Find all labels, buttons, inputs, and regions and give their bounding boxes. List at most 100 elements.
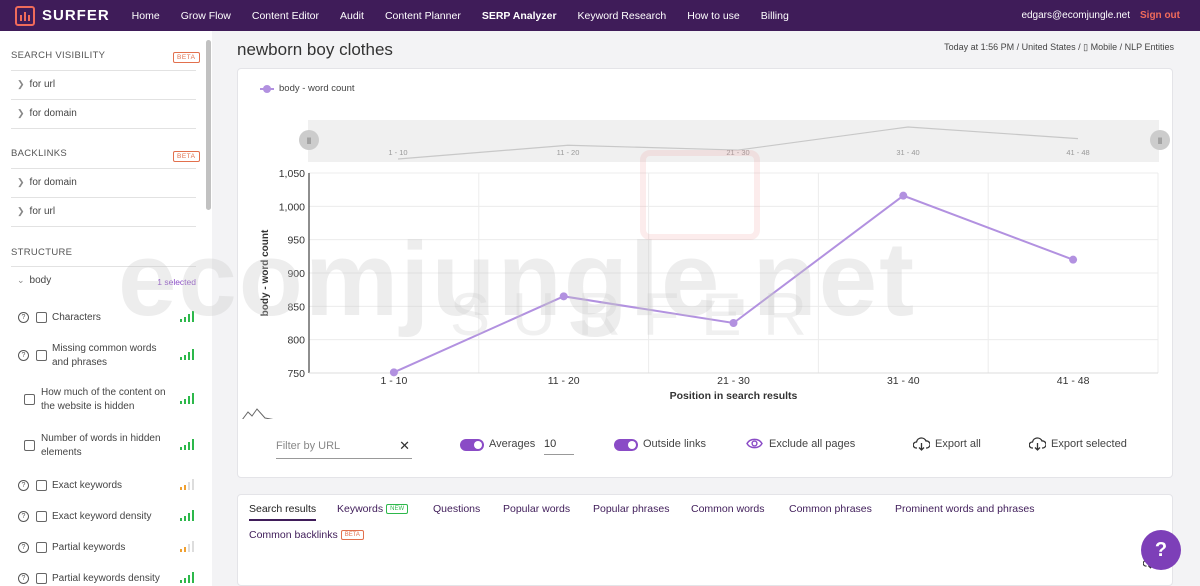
nav-item-serp-analyzer[interactable]: SERP Analyzer bbox=[481, 9, 557, 22]
filter-url-input[interactable]: Filter by URL ✕ bbox=[276, 437, 412, 459]
metric-checkbox[interactable] bbox=[36, 312, 47, 323]
sidebar-item-visibility-url[interactable]: ❯ for url bbox=[11, 71, 196, 100]
metric-label: How much of the content on the website i… bbox=[41, 387, 166, 412]
export-all-button[interactable]: Export all bbox=[935, 438, 981, 450]
series-line bbox=[393, 194, 1074, 374]
navigator-handle-grip: ll bbox=[307, 136, 311, 146]
eye-icon[interactable] bbox=[746, 437, 763, 455]
metric-label: Partial keywords density bbox=[52, 573, 160, 584]
metric-label: Missing common words and phrases bbox=[52, 343, 157, 368]
averages-label: Averages bbox=[489, 438, 536, 450]
cloud-download-icon bbox=[912, 437, 931, 456]
chevron-down-icon: ⌄ bbox=[17, 275, 25, 285]
nav-item-audit[interactable]: Audit bbox=[340, 9, 364, 22]
help-chat-button[interactable]: ? bbox=[1141, 530, 1181, 570]
signal-strength-icon bbox=[180, 541, 196, 552]
nav-item-how-to-use[interactable]: How to use bbox=[687, 9, 740, 22]
metric-checkbox[interactable] bbox=[36, 350, 47, 361]
structure-group-body[interactable]: ⌄ body 1 selected bbox=[11, 267, 196, 296]
results-tabs-card: Search results Keywords NEW Questions Popula… bbox=[237, 494, 1173, 586]
y-tick-label: 850 bbox=[287, 301, 305, 313]
line-chart: 1 - 10 11 - 20 21 - 30 31 - 40 41 - 48 ll ll 1,… bbox=[242, 120, 1170, 419]
metric-checkbox[interactable] bbox=[24, 394, 35, 405]
chart-legend[interactable]: body - word count bbox=[260, 83, 355, 94]
sidebar: SEARCH VISIBILITY BETA ❯ for url ❯ for dom… bbox=[0, 31, 204, 586]
signal-strength-icon bbox=[180, 479, 196, 490]
sidebar-item-label: for domain bbox=[29, 177, 77, 188]
surfer-logo[interactable]: SURFER bbox=[15, 5, 110, 26]
metric-label: Number of words in hidden elements bbox=[41, 433, 161, 458]
tab-label: Popular words bbox=[503, 503, 571, 515]
tab-popular-words[interactable]: Popular words bbox=[503, 503, 570, 515]
nav-item-content-planner[interactable]: Content Planner bbox=[384, 9, 461, 22]
nav-item-keyword-research[interactable]: Keyword Research bbox=[577, 9, 667, 22]
legend-marker bbox=[260, 84, 274, 93]
selected-count: 1 selected bbox=[157, 277, 196, 287]
signal-strength-icon bbox=[180, 572, 196, 583]
metric-checkbox[interactable] bbox=[36, 511, 47, 522]
outside-links-toggle[interactable] bbox=[614, 439, 638, 451]
signal-strength-icon bbox=[180, 311, 196, 322]
main-content: newborn boy clothes Today at 1:56 PM / U… bbox=[212, 31, 1200, 586]
data-point bbox=[559, 292, 568, 301]
top-navigation: SURFER Home Grow Flow Content Editor Audit C… bbox=[0, 0, 1200, 31]
metric-checkbox[interactable] bbox=[36, 573, 47, 584]
clear-icon[interactable]: ✕ bbox=[399, 438, 410, 453]
export-selected-button[interactable]: Export selected bbox=[1051, 438, 1127, 450]
help-icon[interactable]: ? bbox=[18, 350, 29, 361]
tab-search-results[interactable]: Search results bbox=[249, 503, 317, 521]
tab-common-phrases[interactable]: Common phrases bbox=[789, 503, 872, 515]
sidebar-scrollbar-thumb[interactable] bbox=[206, 40, 211, 210]
x-tick-label: 11 - 20 bbox=[548, 375, 580, 387]
legend-label: body - word count bbox=[279, 83, 355, 94]
user-area: edgars@ecomjungle.net Sign out bbox=[1021, 10, 1180, 21]
metric-checkbox[interactable] bbox=[24, 440, 35, 451]
navigator-label: 31 - 40 bbox=[896, 148, 919, 157]
x-tick-label: 1 - 10 bbox=[380, 375, 407, 387]
chevron-right-icon: ❯ bbox=[17, 206, 25, 216]
divider bbox=[11, 168, 196, 169]
exclude-all-pages-button[interactable]: Exclude all pages bbox=[769, 438, 856, 450]
sign-out-link[interactable]: Sign out bbox=[1140, 10, 1180, 21]
tab-label: Popular phrases bbox=[593, 503, 670, 515]
tab-label: Keywords bbox=[337, 503, 384, 515]
surfer-logo-icon bbox=[15, 5, 35, 26]
divider bbox=[11, 266, 196, 267]
averages-input[interactable]: 10 bbox=[544, 435, 574, 455]
nav-item-grow-flow[interactable]: Grow Flow bbox=[180, 9, 231, 22]
tab-label: Common words bbox=[691, 503, 765, 515]
page-title: newborn boy clothes bbox=[237, 40, 393, 59]
help-icon[interactable]: ? bbox=[18, 312, 29, 323]
tab-questions[interactable]: Questions bbox=[433, 503, 480, 515]
nav-item-billing[interactable]: Billing bbox=[760, 9, 789, 22]
metric-label: Characters bbox=[52, 312, 101, 323]
averages-toggle[interactable] bbox=[460, 439, 484, 451]
help-icon[interactable]: ? bbox=[18, 511, 29, 522]
metric-label: Exact keywords bbox=[52, 480, 123, 491]
nav-item-content-editor[interactable]: Content Editor bbox=[251, 9, 319, 22]
tab-common-backlinks[interactable]: Common backlinks BETA bbox=[249, 529, 364, 541]
beta-badge: BETA bbox=[173, 151, 200, 162]
y-axis-title: body - word count bbox=[260, 229, 271, 316]
tab-common-words[interactable]: Common words bbox=[691, 503, 765, 515]
beta-badge: BETA bbox=[340, 530, 364, 540]
help-icon[interactable]: ? bbox=[18, 542, 29, 553]
sidebar-item-backlinks-url[interactable]: ❯ for url bbox=[11, 198, 196, 227]
y-tick-label: 950 bbox=[287, 235, 305, 247]
metric-checkbox[interactable] bbox=[36, 542, 47, 553]
tab-prominent-words-and-phrases[interactable]: Prominent words and phrases bbox=[895, 503, 1035, 515]
sidebar-scrollbar-track[interactable] bbox=[204, 31, 212, 586]
navigator-label: 41 - 48 bbox=[1066, 148, 1089, 157]
help-icon[interactable]: ? bbox=[18, 480, 29, 491]
tab-keywords[interactable]: Keywords NEW bbox=[337, 503, 409, 515]
sidebar-item-label: for url bbox=[29, 206, 56, 217]
search-visibility-heading: SEARCH VISIBILITY bbox=[11, 50, 106, 61]
sidebar-item-visibility-domain[interactable]: ❯ for domain bbox=[11, 100, 196, 129]
metric-checkbox[interactable] bbox=[36, 480, 47, 491]
backlinks-heading: BACKLINKS bbox=[11, 148, 68, 159]
tab-popular-phrases[interactable]: Popular phrases bbox=[593, 503, 669, 515]
sidebar-item-backlinks-domain[interactable]: ❯ for domain bbox=[11, 169, 196, 198]
help-icon[interactable]: ? bbox=[18, 573, 29, 584]
nav-menu: Home Grow Flow Content Editor Audit Content … bbox=[132, 10, 810, 22]
nav-item-home[interactable]: Home bbox=[131, 9, 160, 22]
